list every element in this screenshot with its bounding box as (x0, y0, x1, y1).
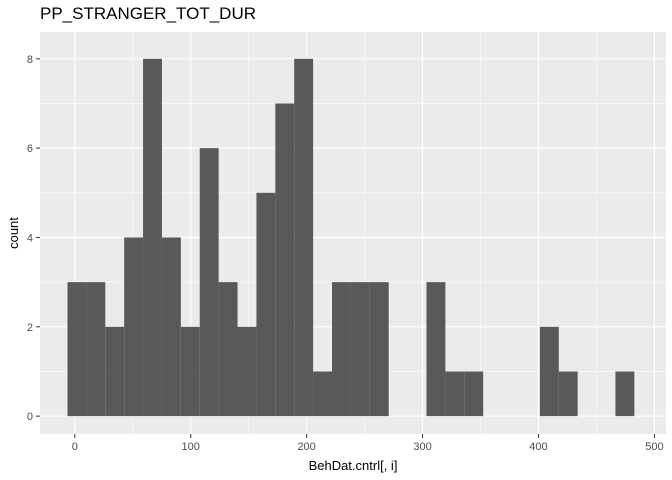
histogram-bar (464, 371, 484, 417)
histogram-bar (445, 371, 465, 417)
histogram-bar (369, 282, 389, 417)
histogram-bar (313, 371, 333, 417)
histogram-bar (539, 326, 559, 417)
x-tick-label: 200 (297, 441, 315, 453)
x-tick-label: 500 (645, 441, 663, 453)
histogram-bar (275, 103, 295, 417)
histogram-bar (426, 282, 446, 417)
y-tick-label: 6 (27, 143, 33, 155)
histogram-bar (218, 282, 238, 417)
histogram-bar (237, 326, 257, 417)
histogram-bar (332, 282, 351, 417)
histogram-bar (294, 58, 314, 417)
histogram-bar (256, 192, 276, 417)
histogram-bar (143, 58, 162, 417)
x-axis-title: BehDat.cntrl[, i] (309, 458, 398, 473)
histogram-bar (105, 326, 125, 417)
histogram-bar (67, 282, 87, 417)
histogram-bar (199, 148, 219, 417)
y-axis-title: count (6, 217, 21, 249)
x-tick-label: 400 (529, 441, 547, 453)
y-tick-label: 4 (27, 232, 33, 244)
y-tick-label: 8 (27, 54, 33, 66)
histogram-bars (67, 58, 635, 417)
chart-title: PP_STRANGER_TOT_DUR (40, 4, 257, 23)
histogram-bar (350, 282, 370, 417)
histogram-bar (180, 326, 200, 417)
x-tick-label: 300 (413, 441, 431, 453)
x-tick-label: 100 (182, 441, 200, 453)
y-tick-label: 0 (27, 411, 33, 423)
histogram-bar (86, 282, 106, 417)
y-tick-label: 2 (27, 322, 33, 334)
histogram-bar (161, 237, 181, 417)
x-tick-label: 0 (72, 441, 78, 453)
y-axis: 0 2 4 6 8 (27, 54, 40, 423)
histogram-bar (124, 237, 144, 417)
histogram-bar (615, 371, 635, 417)
histogram-bar (558, 371, 578, 417)
x-axis: 0 100 200 300 400 500 (72, 434, 664, 453)
